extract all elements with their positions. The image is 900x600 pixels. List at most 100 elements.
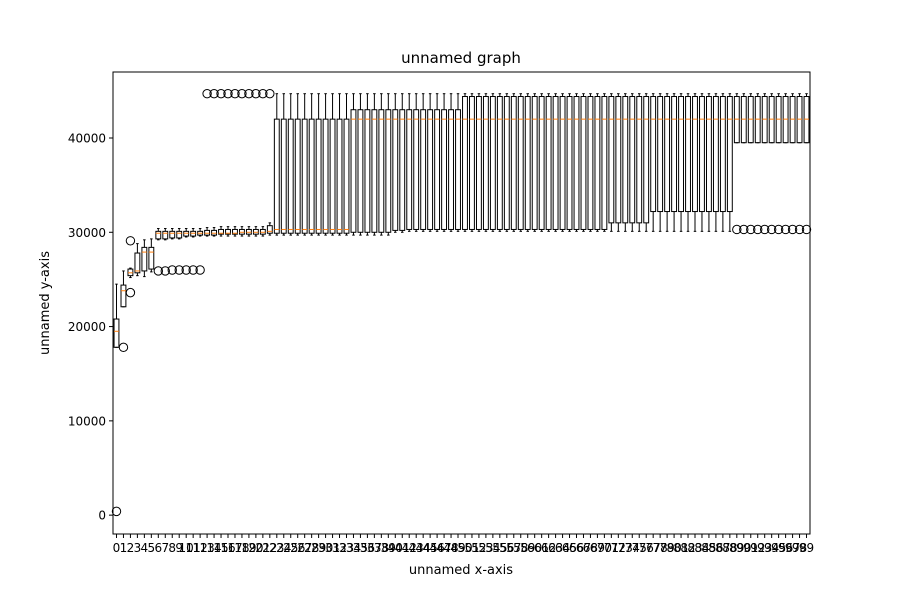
box-45 xyxy=(427,93,434,232)
box-1 xyxy=(118,270,129,353)
x-tick-label: 84 xyxy=(694,541,709,555)
iqr-box xyxy=(678,96,684,213)
x-tick-label: 72 xyxy=(611,541,626,555)
x-tick-label: 51 xyxy=(464,541,479,555)
iqr-box xyxy=(134,252,141,274)
iqr-box xyxy=(622,96,629,224)
x-tick-label: 15 xyxy=(213,541,228,555)
box-74 xyxy=(629,93,636,232)
box-84 xyxy=(699,93,705,232)
box-73 xyxy=(622,93,629,232)
x-tick-label: 52 xyxy=(471,541,486,555)
iqr-box xyxy=(692,96,698,213)
iqr-box xyxy=(308,118,315,234)
x-tick-label: 77 xyxy=(646,541,661,555)
x-axis: 0 1 2 3 4 5 6 7 8 9101112131415161718192021222324… xyxy=(113,534,814,555)
outlier-point xyxy=(125,236,136,246)
iqr-box xyxy=(469,96,475,230)
iqr-box xyxy=(420,109,427,230)
iqr-box xyxy=(712,96,719,213)
x-tick-label: 24 xyxy=(276,541,291,555)
outlier-point xyxy=(265,88,275,99)
box-47 xyxy=(441,93,448,232)
iqr-box xyxy=(629,96,636,224)
iqr-box xyxy=(406,109,413,230)
box-17 xyxy=(230,88,240,237)
box-15 xyxy=(216,88,226,237)
box-72 xyxy=(615,93,622,232)
iqr-box xyxy=(650,96,657,213)
x-tick-label: 73 xyxy=(618,541,633,555)
x-tick-label: 20 xyxy=(248,541,263,555)
iqr-box xyxy=(113,318,120,348)
iqr-box xyxy=(329,118,336,234)
iqr-box xyxy=(538,96,545,230)
outlier-point xyxy=(244,88,254,99)
iqr-box xyxy=(566,96,573,230)
iqr-box xyxy=(601,96,608,230)
x-tick-label: 95 xyxy=(771,541,786,555)
box-79 xyxy=(664,93,671,232)
x-tick-label: 98 xyxy=(792,541,807,555)
x-tick-label: 87 xyxy=(715,541,730,555)
x-tick-label: 55 xyxy=(492,541,507,555)
box-67 xyxy=(580,93,587,232)
outlier-point xyxy=(773,224,784,235)
box-39 xyxy=(385,93,392,236)
iqr-box xyxy=(580,96,587,230)
box-93 xyxy=(759,93,770,235)
iqr-box xyxy=(427,109,434,230)
iqr-box xyxy=(294,118,301,234)
outlier-point xyxy=(739,224,749,235)
axes-frame xyxy=(112,71,811,535)
box-48 xyxy=(448,93,454,232)
iqr-box xyxy=(176,230,183,239)
x-tick-label: 18 xyxy=(234,541,249,555)
box-89 xyxy=(732,93,742,235)
box-29 xyxy=(315,93,322,236)
x-tick-label: 19 xyxy=(241,541,256,555)
y-tick-label: 40000 xyxy=(68,132,106,146)
x-tick-label: 29 xyxy=(311,541,326,555)
outlier-point xyxy=(181,265,191,275)
box-26 xyxy=(294,93,301,236)
x-tick-label: 57 xyxy=(506,541,521,555)
iqr-box xyxy=(148,246,155,270)
outlier-point xyxy=(258,88,268,99)
x-tick-label: 14 xyxy=(206,541,221,555)
box-38 xyxy=(378,93,385,236)
box-52 xyxy=(475,93,482,232)
outlier-point xyxy=(801,224,812,235)
iqr-box xyxy=(615,96,622,224)
x-tick-label: 42 xyxy=(402,541,417,555)
box-18 xyxy=(237,88,247,237)
box-65 xyxy=(566,93,573,232)
iqr-box xyxy=(232,228,238,235)
box-2 xyxy=(125,236,136,298)
iqr-box xyxy=(155,230,162,240)
iqr-box xyxy=(357,109,364,233)
box-97 xyxy=(787,93,798,235)
outlier-point xyxy=(780,224,791,235)
x-tick-label: 26 xyxy=(290,541,305,555)
box-87 xyxy=(719,93,726,232)
iqr-box xyxy=(322,118,329,234)
box-91 xyxy=(746,93,756,235)
x-tick-label: 16 xyxy=(220,541,235,555)
box-35 xyxy=(357,93,364,236)
x-tick-label: 23 xyxy=(269,541,284,555)
box-30 xyxy=(322,93,329,236)
x-tick-label: 6 xyxy=(154,541,162,555)
x-tick-label: 33 xyxy=(339,541,354,555)
box-27 xyxy=(301,93,308,236)
iqr-box xyxy=(594,96,601,230)
box-16 xyxy=(223,88,233,237)
x-tick-label: 67 xyxy=(576,541,591,555)
x-tick-label: 25 xyxy=(283,541,298,555)
outlier-point xyxy=(251,88,261,99)
y-tick-label: 10000 xyxy=(68,414,106,428)
iqr-box xyxy=(169,230,176,239)
box-19 xyxy=(244,88,254,237)
x-tick-label: 38 xyxy=(374,541,389,555)
x-tick-label: 12 xyxy=(192,541,207,555)
